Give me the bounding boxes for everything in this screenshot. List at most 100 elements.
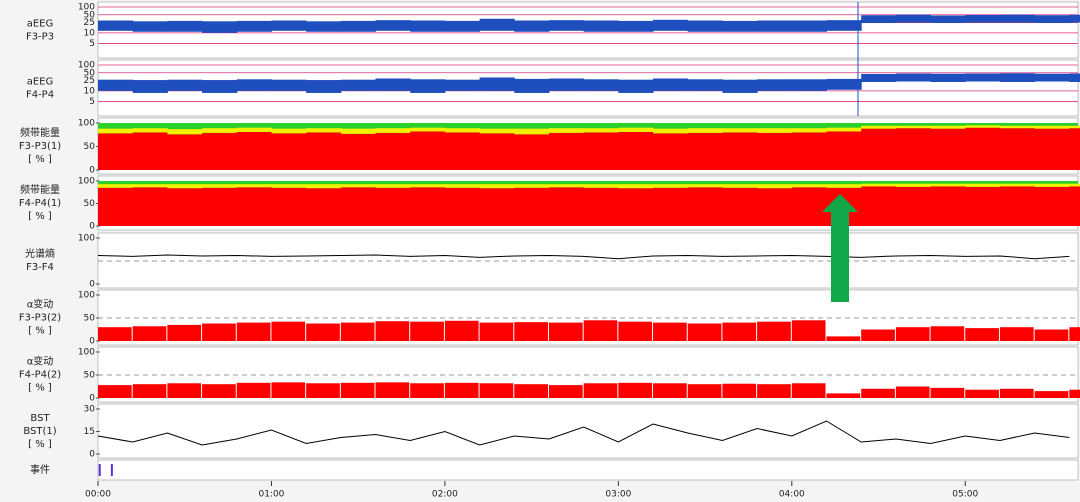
aeeg-band: [98, 79, 134, 91]
band-segment: [653, 184, 689, 188]
aeeg-band: [340, 79, 377, 91]
bar: [583, 383, 618, 398]
bar: [132, 326, 167, 341]
aeeg-band: [826, 78, 862, 90]
band-segment: [375, 132, 411, 170]
band-segment: [236, 131, 272, 170]
aeeg-band: [687, 20, 723, 32]
panel-label: α变动: [27, 355, 54, 368]
panel-label: [ % ]: [28, 383, 52, 394]
aeeg-band: [479, 18, 515, 31]
band-segment: [687, 128, 723, 133]
aeeg-band: [791, 20, 827, 32]
band-segment: [375, 184, 411, 188]
band-segment: [791, 184, 827, 188]
band-segment: [444, 132, 481, 170]
band-segment: [930, 128, 966, 170]
aeeg-band: [340, 20, 377, 32]
band-segment: [861, 125, 897, 129]
band-segment: [965, 183, 1001, 187]
band-segment: [410, 131, 446, 170]
bar: [375, 382, 410, 398]
band-segment: [999, 128, 1036, 170]
band-segment: [930, 186, 966, 226]
panel-label: 事件: [30, 463, 50, 476]
panel-bg: [97, 459, 1079, 481]
aeeg-band: [618, 20, 654, 32]
bar: [98, 327, 132, 341]
band-segment: [722, 187, 758, 226]
band-segment: [375, 187, 411, 226]
aeeg-band: [618, 79, 654, 93]
y-tick-label: 0: [89, 280, 95, 290]
band-segment: [444, 184, 481, 188]
x-tick-label: 02:00: [432, 490, 458, 500]
bar: [167, 324, 202, 341]
x-tick-label: 01:00: [258, 490, 284, 500]
bar: [618, 382, 653, 398]
band-segment: [98, 133, 134, 170]
label-bg: [0, 290, 96, 345]
band-segment: [1069, 183, 1080, 187]
band-segment: [965, 127, 1001, 170]
panel-label: [ % ]: [28, 439, 52, 450]
aeeg-band: [1034, 73, 1070, 82]
band-segment: [826, 184, 862, 188]
label-bg: [0, 460, 96, 480]
bar: [271, 382, 306, 398]
band-segment: [514, 128, 550, 135]
bar: [306, 323, 340, 341]
aeeg-band: [861, 15, 897, 24]
aeeg-band: [375, 20, 411, 31]
band-segment: [340, 133, 377, 170]
band-segment: [722, 128, 758, 133]
band-segment: [271, 187, 307, 226]
bar: [687, 323, 722, 341]
band-segment: [236, 184, 272, 188]
aeeg-band: [722, 20, 758, 32]
band-segment: [271, 184, 307, 188]
label-bg: [0, 2, 96, 58]
panel-label: F3-P3(1): [19, 141, 61, 152]
panel-label: [ % ]: [28, 154, 52, 165]
bar: [930, 326, 965, 341]
aeeg-band: [548, 78, 585, 91]
y-tick-label: 100: [78, 61, 95, 71]
bar: [791, 320, 826, 341]
band-segment: [202, 128, 238, 133]
band-segment: [618, 184, 654, 189]
panel-label: α变动: [27, 298, 54, 311]
panel-label: [ % ]: [28, 211, 52, 222]
band-segment: [791, 187, 827, 226]
y-tick-label: 100: [78, 119, 95, 129]
label-bg: [0, 404, 96, 458]
band-segment: [340, 184, 377, 188]
y-tick-label: 0: [89, 337, 95, 347]
aeeg-band: [965, 15, 1001, 23]
band-segment: [98, 187, 134, 226]
aeeg-band: [271, 79, 307, 91]
bar: [653, 322, 687, 341]
bar: [444, 320, 479, 341]
bar: [722, 383, 757, 398]
bar: [271, 321, 306, 341]
band-segment: [306, 132, 342, 170]
y-tick-label: 0: [89, 394, 95, 404]
aeeg-band: [132, 80, 168, 93]
panel-label: 频带能量: [20, 183, 60, 196]
aeeg-band: [687, 79, 723, 91]
band-segment: [514, 187, 550, 226]
band-segment: [514, 184, 550, 188]
band-segment: [548, 187, 585, 226]
y-tick-label: 0: [89, 450, 95, 460]
aeeg-band: [306, 21, 342, 32]
band-segment: [410, 127, 446, 132]
y-tick-label: 5: [89, 97, 95, 107]
bar: [375, 321, 410, 341]
y-tick-label: 50: [84, 68, 96, 78]
panel-label: BST(1): [23, 426, 56, 437]
panel-label: BST: [30, 413, 50, 424]
bar: [965, 389, 999, 398]
bar: [340, 382, 375, 398]
